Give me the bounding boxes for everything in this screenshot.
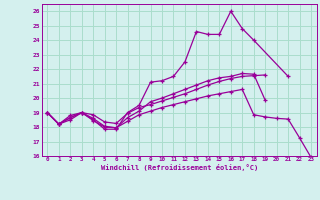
X-axis label: Windchill (Refroidissement éolien,°C): Windchill (Refroidissement éolien,°C) (100, 164, 258, 171)
